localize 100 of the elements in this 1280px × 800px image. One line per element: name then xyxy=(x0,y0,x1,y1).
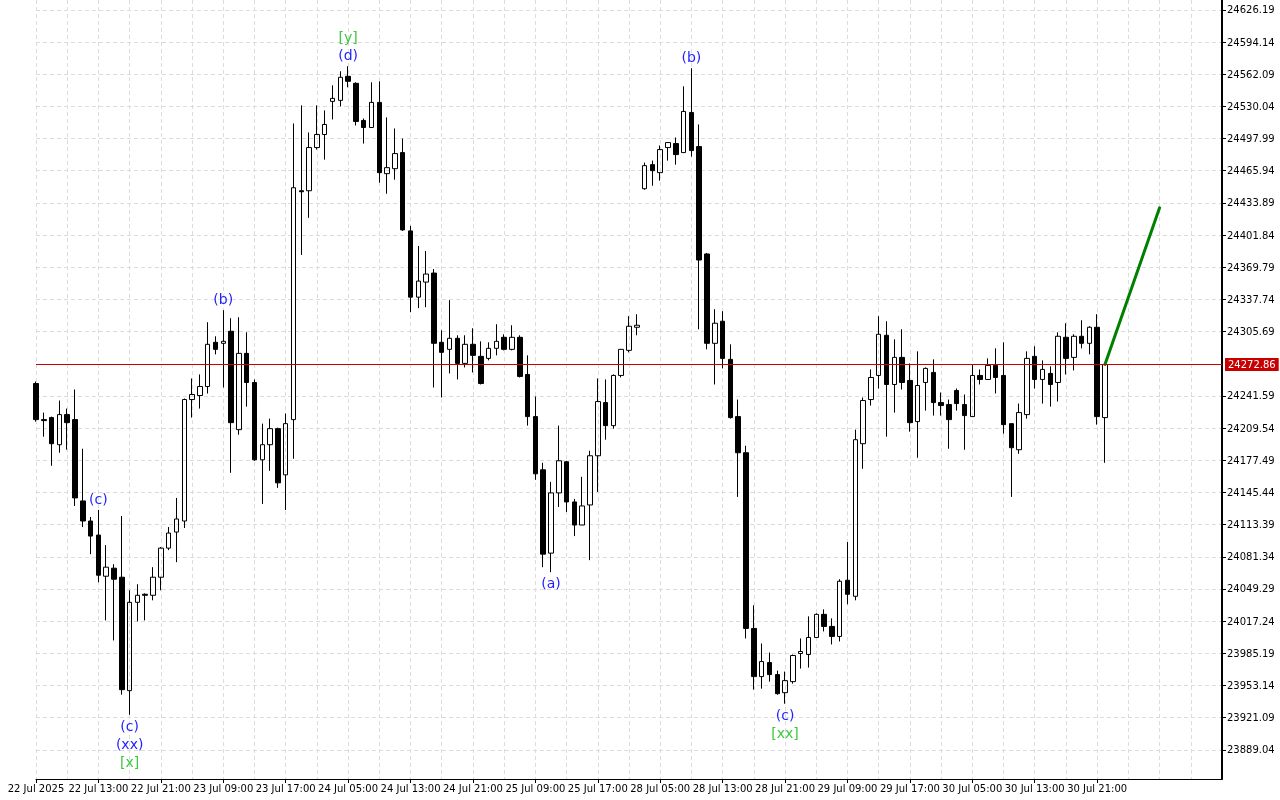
candlestick xyxy=(548,481,554,573)
x-tick-label: 30 Jul 05:00 xyxy=(942,782,1003,794)
annotation: [xx] xyxy=(771,724,799,741)
candlestick xyxy=(384,116,390,195)
candlestick xyxy=(1032,345,1037,389)
annotation: (a) xyxy=(541,575,561,592)
candlestick xyxy=(938,392,944,417)
candlestick xyxy=(525,354,530,427)
candlestick xyxy=(860,397,866,470)
candlestick xyxy=(556,425,562,508)
candlestick xyxy=(720,310,725,369)
candlestick xyxy=(868,368,874,407)
candlestick xyxy=(345,65,351,88)
candlestick xyxy=(150,566,156,601)
candlestick xyxy=(244,331,249,408)
annotation: (c) xyxy=(120,717,139,734)
candlestick xyxy=(494,323,499,356)
candlestick xyxy=(673,137,679,166)
y-tick-label: 23985.19 xyxy=(1227,647,1275,659)
y-tick-label: 23953.14 xyxy=(1227,680,1275,691)
y-tick-label: 24081.34 xyxy=(1227,551,1275,563)
candlestick xyxy=(182,398,187,529)
candlestick xyxy=(228,317,234,474)
candlestick xyxy=(759,642,764,690)
x-tick-label: 22 Jul 13:00 xyxy=(68,782,129,794)
y-tick-label: 24017.24 xyxy=(1227,615,1275,627)
candlestick xyxy=(595,377,601,493)
y-tick-label: 24497.99 xyxy=(1227,133,1275,145)
candlestick xyxy=(64,408,70,451)
candlestick xyxy=(509,324,515,351)
y-tick-label: 24626.19 xyxy=(1227,4,1275,16)
candlestick xyxy=(618,348,624,378)
candlestick xyxy=(103,544,109,621)
candlestick xyxy=(41,412,47,438)
candlestick xyxy=(314,104,320,151)
candlestick xyxy=(72,389,78,507)
x-tick-label: 28 Jul 05:00 xyxy=(630,782,691,794)
candlestick xyxy=(1094,313,1100,426)
candlestick xyxy=(923,366,928,412)
annotation: (c) xyxy=(89,490,108,507)
candlestick xyxy=(205,321,210,395)
candlestick xyxy=(377,80,382,184)
x-tick-label: 24 Jul 21:00 xyxy=(442,782,503,794)
candlestick xyxy=(88,516,93,555)
candlestick xyxy=(743,445,749,639)
y-tick-label: 24337.74 xyxy=(1227,293,1275,305)
candlestick xyxy=(821,608,827,632)
candlestick xyxy=(1024,350,1030,420)
x-tick-label: 22 Jul 2025 xyxy=(7,782,65,794)
y-tick-label: 24530.04 xyxy=(1227,100,1275,112)
candlestick xyxy=(400,138,405,232)
y-tick-label: 24465.94 xyxy=(1227,165,1275,177)
candlestick xyxy=(946,399,952,450)
candlestick xyxy=(96,509,101,583)
candlestick xyxy=(884,320,889,438)
x-tick-label: 24 Jul 05:00 xyxy=(318,782,379,794)
y-tick-label: 24145.44 xyxy=(1227,486,1275,498)
candlestick xyxy=(837,578,842,642)
candlestick xyxy=(111,563,117,641)
x-tick-label: 25 Jul 17:00 xyxy=(567,782,628,794)
annotation: [y] xyxy=(338,29,358,46)
y-tick-label: 24305.69 xyxy=(1227,326,1275,338)
candlestick xyxy=(845,541,850,605)
y-tick-label: 24209.54 xyxy=(1227,422,1275,434)
candlestick xyxy=(408,225,413,313)
candlestick xyxy=(915,350,920,459)
annotation: (d) xyxy=(338,47,359,64)
candlestick xyxy=(1079,319,1084,349)
x-tick-label: 28 Jul 13:00 xyxy=(692,782,753,794)
candlestick xyxy=(1071,333,1077,371)
candlestick xyxy=(221,309,226,388)
y-tick-label: 24049.29 xyxy=(1227,583,1275,595)
x-tick-label: 23 Jul 09:00 xyxy=(193,782,254,794)
candlestick xyxy=(501,333,507,351)
y-tick-label: 24241.59 xyxy=(1227,390,1275,402)
candlestick xyxy=(1016,403,1022,455)
x-tick-label: 29 Jul 09:00 xyxy=(817,782,878,794)
x-tick-label: 30 Jul 13:00 xyxy=(1004,782,1065,794)
candlestick xyxy=(853,429,858,601)
x-tick-label: 29 Jul 17:00 xyxy=(879,782,940,794)
candlestick xyxy=(478,340,484,385)
candlestick xyxy=(814,612,819,638)
x-tick-label: 24 Jul 13:00 xyxy=(380,782,441,794)
candlestick xyxy=(985,357,991,380)
y-tick-label: 24433.89 xyxy=(1227,197,1275,209)
candlestick xyxy=(236,316,242,436)
candlestick xyxy=(603,378,608,441)
candlestick xyxy=(455,334,460,380)
ref-line-label: 24272.86 xyxy=(1228,359,1276,371)
y-tick-label: 24594.14 xyxy=(1227,36,1275,48)
candlestick xyxy=(954,388,959,412)
candlestick xyxy=(1009,423,1014,498)
candlestick xyxy=(564,460,569,513)
candlestick xyxy=(267,418,273,472)
candlestick xyxy=(540,462,546,568)
candlestick xyxy=(704,252,710,350)
annotation: (b) xyxy=(213,291,234,308)
annotation: (b) xyxy=(681,49,702,66)
candlestick xyxy=(369,81,374,128)
x-tick-label: 28 Jul 21:00 xyxy=(755,782,816,794)
